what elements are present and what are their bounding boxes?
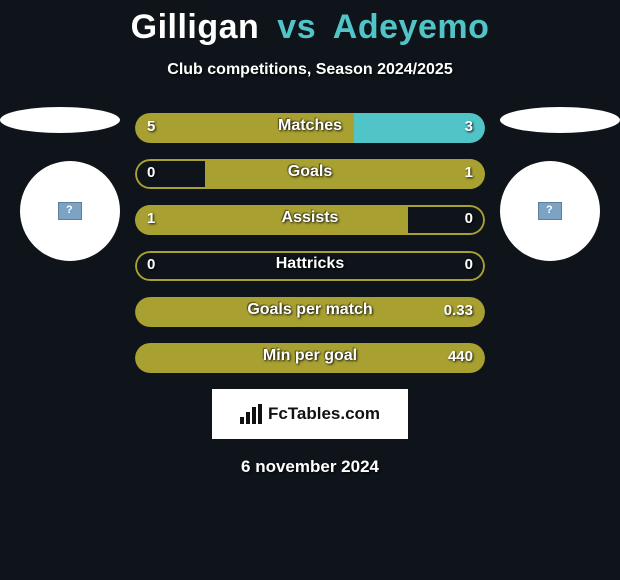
stat-value-right: 0.33 <box>444 302 473 319</box>
stat-fill-right <box>205 159 485 189</box>
stat-value-right: 0 <box>465 256 473 273</box>
player2-name: Adeyemo <box>333 8 490 46</box>
stat-fill-left <box>135 113 354 143</box>
stat-row: 440Min per goal <box>135 343 485 373</box>
stat-row: 53Matches <box>135 113 485 143</box>
comparison-stage: 53Matches01Goals10Assists00Hattricks0.33… <box>0 113 620 477</box>
player2-badge <box>500 161 600 261</box>
stat-value-right: 0 <box>465 210 473 227</box>
comparison-title: Gilligan vs Adeyemo <box>0 0 620 47</box>
ellipse-decoration-right <box>500 107 620 133</box>
date-text: 6 november 2024 <box>0 457 620 477</box>
vs-text: vs <box>277 8 316 46</box>
player1-badge <box>20 161 120 261</box>
stat-track <box>135 343 485 373</box>
stat-fill-left <box>135 205 408 235</box>
stat-value-left: 0 <box>147 164 155 181</box>
player1-name: Gilligan <box>131 8 260 46</box>
stat-value-right: 440 <box>448 348 473 365</box>
placeholder-icon <box>58 202 82 220</box>
stat-track <box>135 297 485 327</box>
bar-chart-icon <box>240 404 262 424</box>
stat-row: 0.33Goals per match <box>135 297 485 327</box>
stat-value-right: 3 <box>465 118 473 135</box>
ellipse-decoration-left <box>0 107 120 133</box>
stat-value-right: 1 <box>465 164 473 181</box>
stat-bars-container: 53Matches01Goals10Assists00Hattricks0.33… <box>135 113 485 373</box>
stat-track <box>135 251 485 281</box>
logo-text: FcTables.com <box>268 404 380 424</box>
subtitle-text: Club competitions, Season 2024/2025 <box>0 61 620 79</box>
stat-row: 00Hattricks <box>135 251 485 281</box>
fctables-logo[interactable]: FcTables.com <box>212 389 408 439</box>
stat-value-left: 5 <box>147 118 155 135</box>
stat-row: 01Goals <box>135 159 485 189</box>
placeholder-icon <box>538 202 562 220</box>
stat-value-left: 0 <box>147 256 155 273</box>
stat-row: 10Assists <box>135 205 485 235</box>
stat-value-left: 1 <box>147 210 155 227</box>
